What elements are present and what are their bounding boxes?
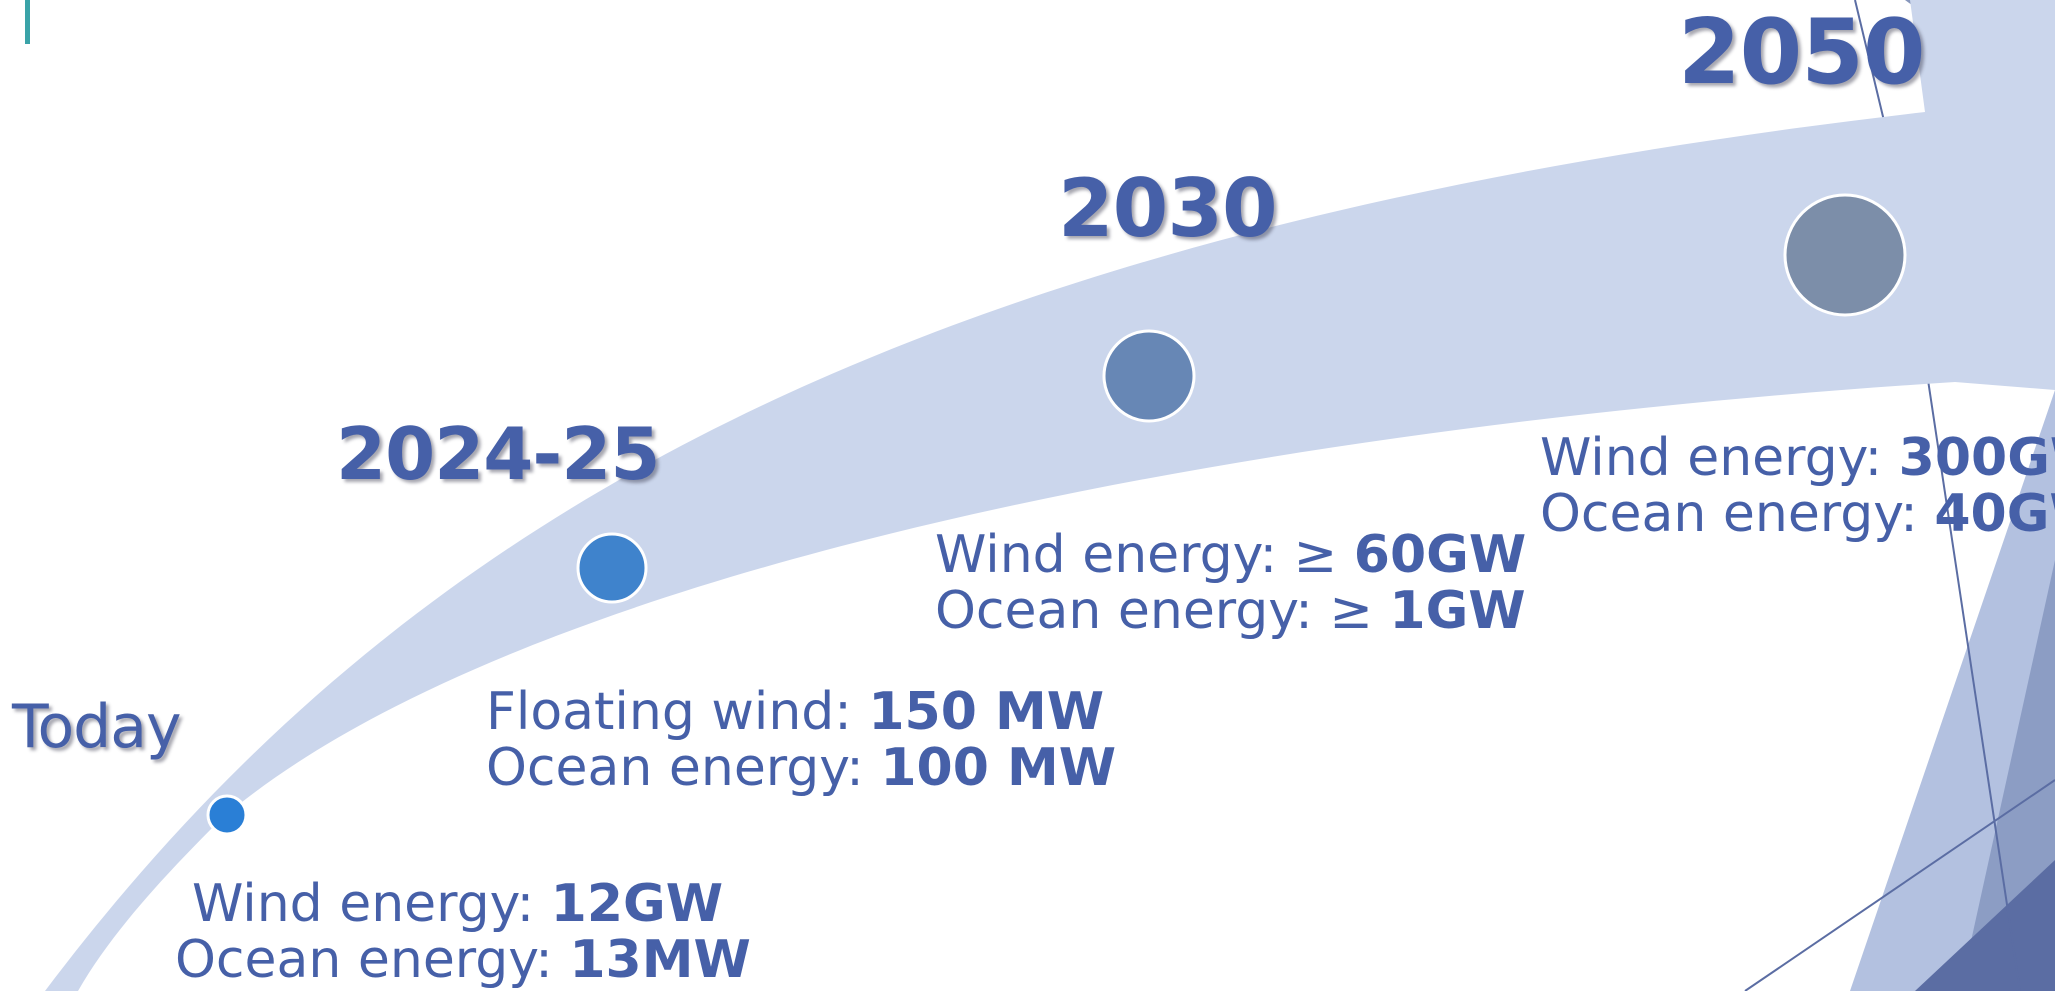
milestone-label-today: Today bbox=[12, 692, 182, 762]
milestone-dot-2030 bbox=[1102, 329, 1196, 423]
stat-line-wind: Wind energy: 12GW bbox=[192, 874, 724, 934]
stat-line-wind: Wind energy: ≥ 60GW bbox=[935, 525, 1527, 585]
stats-today: Wind energy: 12GW bbox=[192, 876, 723, 932]
milestone-label-2030: 2030 bbox=[1058, 162, 1278, 255]
timeline-arrow bbox=[45, 0, 2055, 991]
decor-line-1 bbox=[1854, 0, 1886, 126]
decor-line-3 bbox=[1744, 779, 2055, 991]
milestone-dot-2024-25 bbox=[576, 532, 648, 604]
stat-line-ocean: Ocean energy: 40GW bbox=[1540, 484, 2055, 544]
stat-line-ocean: Ocean energy: ≥ 1GW bbox=[935, 581, 1526, 641]
accent-bar bbox=[25, 0, 30, 44]
right-decoration bbox=[1744, 0, 2055, 991]
milestone-label-2024-25: 2024-25 bbox=[336, 412, 660, 496]
stat-line-floating-wind: Floating wind: 150 MW bbox=[486, 682, 1105, 742]
stat-line-ocean: Ocean energy: 100 MW bbox=[486, 738, 1117, 798]
stat-line-ocean: Ocean energy: 13MW bbox=[175, 930, 751, 990]
milestone-label-2050: 2050 bbox=[1678, 0, 1925, 105]
stats-today-2: Ocean energy: 13MW bbox=[175, 932, 751, 988]
stats-2024-25: Floating wind: 150 MW Ocean energy: 100 … bbox=[486, 684, 1116, 796]
stats-2050: Wind energy: 300GW Ocean energy: 40GW bbox=[1540, 430, 2055, 542]
milestone-dot-today bbox=[206, 794, 248, 836]
stat-line-wind: Wind energy: 300GW bbox=[1540, 428, 2055, 488]
milestone-dot-2050 bbox=[1783, 193, 1907, 317]
stats-2030: Wind energy: ≥ 60GW Ocean energy: ≥ 1GW bbox=[935, 527, 1526, 639]
decor-panel-dark bbox=[1915, 860, 2055, 991]
decor-line-2 bbox=[1927, 379, 2021, 991]
